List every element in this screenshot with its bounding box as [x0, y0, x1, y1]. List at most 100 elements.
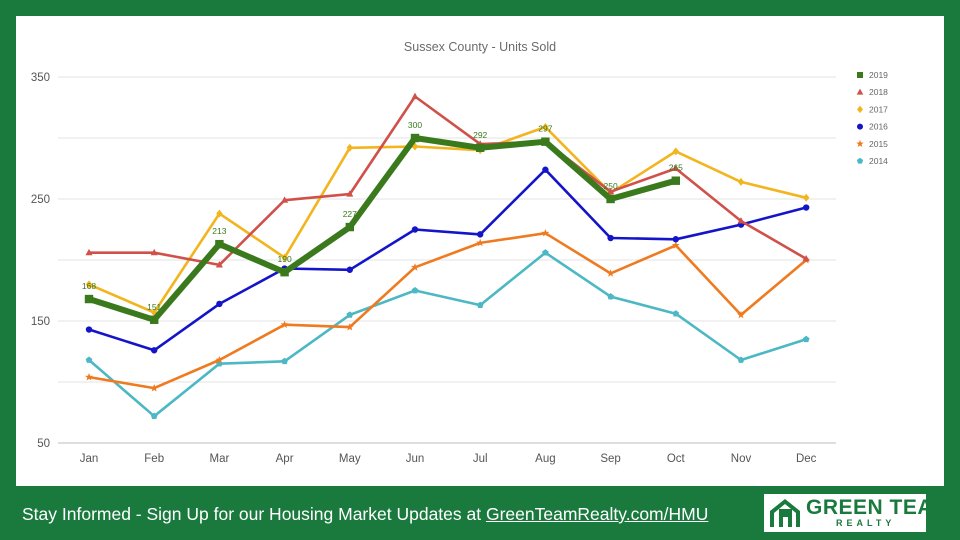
series-2019-data-label: 292 — [473, 130, 487, 140]
legend-marker-2018 — [856, 88, 864, 95]
series-2014-point — [607, 293, 614, 300]
series-2017-line — [87, 125, 808, 314]
series-2018-point — [411, 92, 419, 100]
series-2018-point — [215, 261, 223, 268]
series-2019-data-label: 213 — [212, 226, 226, 236]
series-2019-data-label: 265 — [669, 163, 683, 173]
series-2015-line — [87, 231, 808, 390]
hmu-link[interactable]: GreenTeamRealty.com/HMU — [485, 504, 709, 524]
series-2019-point — [345, 222, 354, 232]
logo-wordmark: GREEN TEAM — [806, 496, 952, 519]
series-2016-point — [346, 266, 353, 273]
x-tick-label: Dec — [796, 453, 817, 465]
series-2017-point — [803, 193, 810, 202]
series-2016-point — [216, 300, 223, 308]
series-2017-point — [346, 143, 353, 152]
series-2016-point — [607, 234, 614, 242]
series-2019-data-label: 190 — [278, 254, 292, 264]
house-icon — [770, 499, 800, 527]
footer-text: Stay Informed - Sign Up for our Housing … — [22, 504, 708, 525]
legend-label-2018: 2018 — [869, 87, 888, 97]
legend-label-2015: 2015 — [869, 139, 888, 149]
series-2018-point — [281, 196, 289, 203]
y-tick-label: 150 — [31, 316, 50, 328]
series-2019-point — [606, 194, 615, 204]
footer-banner: Stay Informed - Sign Up for our Housing … — [0, 486, 960, 540]
x-tick-label: Oct — [667, 453, 686, 465]
series-2014-point — [85, 356, 93, 363]
series-2016-point — [85, 326, 93, 333]
series-2015-point — [411, 263, 419, 271]
series-2016-point — [803, 204, 810, 211]
series-2019-point — [280, 268, 289, 277]
series-2019-point — [541, 137, 550, 146]
series-2018-point — [802, 254, 810, 262]
y-tick-label: 250 — [31, 194, 50, 206]
series-2019-point — [410, 133, 420, 143]
chart-title: Sussex County - Units Sold — [404, 40, 556, 54]
series-2018-point — [346, 190, 354, 197]
series-2019-data-label: 151 — [147, 302, 161, 312]
series-2014-point — [281, 357, 288, 365]
series-2018-point — [85, 248, 93, 256]
series-2019-data-label: 168 — [82, 281, 96, 291]
series-2014-point — [737, 356, 745, 363]
series-2018-point — [150, 248, 158, 256]
chart-card — [16, 16, 944, 486]
series-2018-point — [672, 164, 680, 172]
series-2015-point — [345, 322, 354, 331]
series-2015-point — [671, 241, 680, 249]
legend-marker-2019 — [857, 72, 863, 78]
series-2018-point — [607, 187, 615, 195]
series-2016-line — [87, 168, 808, 352]
x-tick-label: Jul — [473, 453, 488, 465]
series-2015-point — [476, 238, 485, 247]
x-tick-label: Mar — [209, 453, 229, 465]
series-2015-point — [280, 320, 289, 329]
series-2015-point — [215, 355, 224, 364]
series-2014-point — [802, 335, 810, 343]
series-2019-point — [215, 239, 224, 249]
legend-marker-2016 — [857, 123, 863, 130]
series-2019-data-label: 250 — [604, 181, 618, 191]
series-2018-point — [737, 217, 745, 224]
series-2017-point — [281, 253, 288, 262]
series-2014-point — [346, 311, 354, 318]
series-2019-point — [84, 294, 94, 304]
x-tick-label: Jan — [80, 453, 99, 465]
series-2014-point — [411, 286, 419, 294]
series-2016-point — [672, 236, 679, 243]
x-tick-label: Feb — [144, 453, 164, 465]
series-2014-point — [476, 301, 484, 308]
series-2019-data-label: 297 — [538, 124, 552, 134]
x-tick-label: Sep — [600, 453, 620, 465]
series-2017-point — [85, 280, 93, 289]
legend-marker-2014 — [856, 157, 864, 164]
series-2019-point — [476, 143, 485, 152]
series-2015-point — [85, 372, 93, 381]
legend-label-2017: 2017 — [869, 104, 888, 114]
legend-label-2016: 2016 — [869, 122, 888, 132]
series-2014-point — [542, 249, 549, 256]
green-team-logo: GREEN TEAM REALTY — [764, 494, 951, 532]
series-2019-point — [150, 315, 159, 324]
legend-marker-2015 — [856, 139, 864, 147]
series-2016-point — [542, 166, 549, 173]
series-2017-point — [216, 209, 223, 218]
footer-prefix: Stay Informed - Sign Up for our Housing … — [22, 504, 486, 524]
legend-marker-2017 — [857, 105, 863, 114]
series-2015-point — [737, 310, 745, 319]
y-tick-label: 350 — [31, 72, 50, 84]
series-2016-point — [477, 231, 484, 238]
series-2014-point — [672, 310, 680, 317]
series-2019-data-label: 227 — [343, 209, 357, 219]
series-2019-line — [86, 135, 679, 323]
series-2017-point — [542, 123, 549, 132]
series-2016-point — [411, 226, 419, 233]
series-2014-point — [150, 412, 158, 420]
series-2015-point — [606, 269, 615, 277]
x-tick-label: Apr — [276, 453, 294, 465]
series-2017-point — [672, 147, 679, 156]
x-tick-label: Aug — [535, 453, 555, 465]
